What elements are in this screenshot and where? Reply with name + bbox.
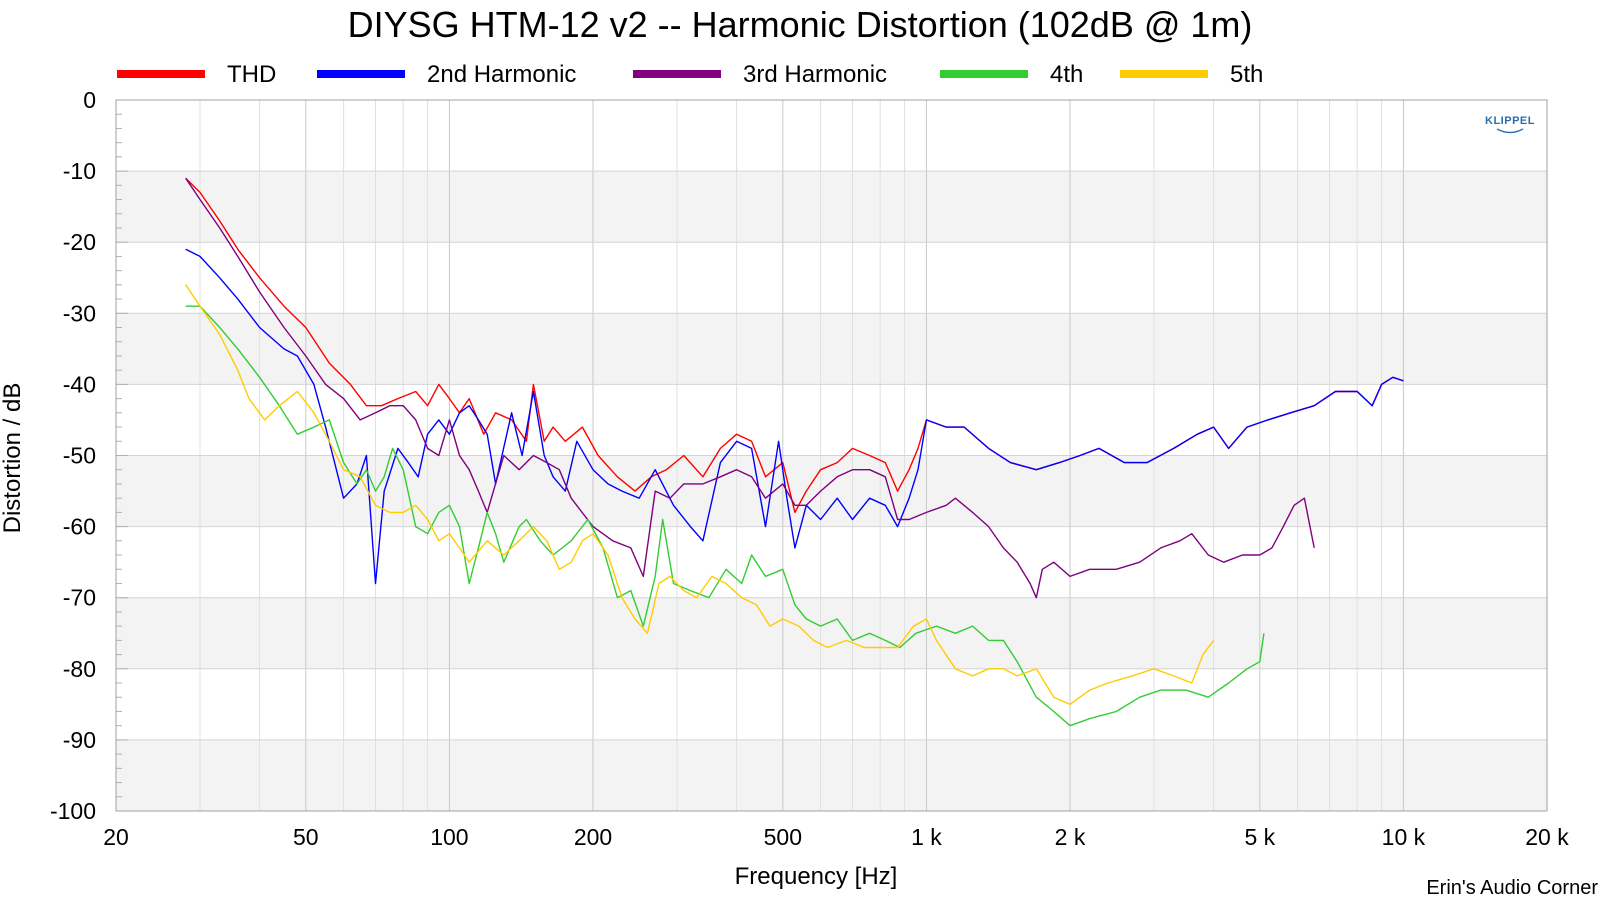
grid-band: [116, 313, 1547, 385]
legend-label-4th: 4th: [1050, 61, 1083, 88]
x-tick-label: 100: [430, 824, 468, 850]
credit-text: Erin's Audio Corner: [1426, 877, 1598, 899]
svg-text:KLIPPEL: KLIPPEL: [1485, 115, 1535, 127]
y-tick-label: -100: [50, 798, 96, 824]
y-tick-label: -40: [63, 371, 96, 397]
y-tick-label: 0: [83, 87, 96, 113]
legend: THD 2nd Harmonic 3rd Harmonic 4th 5th: [117, 61, 1263, 88]
klippel-logo: KLIPPEL: [1485, 115, 1535, 134]
series-line-3rd-harmonic: [185, 177, 1315, 599]
legend-swatch-4th: [940, 70, 1028, 78]
grid: [116, 99, 1547, 812]
y-axis: 0 -10 -20 -30 -40 -50 -60 -70 -80 -90 -100: [50, 87, 96, 824]
legend-label-thd: THD: [227, 61, 276, 88]
legend-swatch-2nd-harmonic: [317, 70, 405, 78]
series-line-4th: [185, 305, 1265, 727]
y-tick-label: -70: [63, 585, 96, 611]
grid-band: [116, 597, 1547, 669]
y-tick-label: -80: [63, 656, 96, 682]
grid-band: [116, 455, 1547, 527]
series-group: [185, 177, 1404, 727]
x-tick-label: 10 k: [1382, 824, 1426, 850]
y-tick-label: -10: [63, 158, 96, 184]
x-axis: 20 50 100 200 500 1 k 2 k 5 k 10 k 20 k: [103, 824, 1569, 850]
y-tick-label: -30: [63, 300, 96, 326]
x-tick-label: 200: [574, 824, 612, 850]
legend-label-3rd-harmonic: 3rd Harmonic: [743, 61, 887, 88]
chart-title: DIYSG HTM-12 v2 -- Harmonic Distortion (…: [348, 4, 1253, 45]
legend-swatch-3rd-harmonic: [633, 70, 721, 78]
x-tick-label: 50: [293, 824, 319, 850]
legend-label-2nd-harmonic: 2nd Harmonic: [427, 61, 576, 88]
x-axis-title: Frequency [Hz]: [735, 863, 898, 890]
y-tick-label: -90: [63, 727, 96, 753]
grid-band: [116, 171, 1547, 243]
legend-swatch-thd: [117, 70, 205, 78]
plot-frame: [115, 99, 1548, 812]
y-tick-label: -60: [63, 514, 96, 540]
x-tick-label: 1 k: [911, 824, 942, 850]
x-tick-label: 5 k: [1244, 824, 1275, 850]
y-tick-label: -50: [63, 443, 96, 469]
x-tick-label: 500: [764, 824, 802, 850]
legend-swatch-5th: [1120, 70, 1208, 78]
x-tick-label: 2 k: [1055, 824, 1086, 850]
series-line-5th: [185, 284, 1215, 706]
x-tick-label: 20: [103, 824, 129, 850]
y-tick-label: -20: [63, 229, 96, 255]
grid-band: [116, 739, 1547, 811]
x-tick-label: 20 k: [1525, 824, 1569, 850]
y-axis-title: Distortion / dB: [0, 383, 26, 534]
legend-label-5th: 5th: [1230, 61, 1263, 88]
series-line-2nd-harmonic: [185, 248, 1404, 585]
